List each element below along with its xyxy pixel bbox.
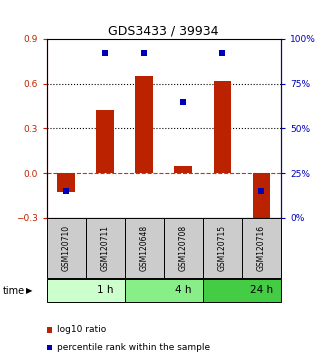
Bar	[125, 218, 164, 278]
Text: GSM120708: GSM120708	[179, 225, 188, 271]
Text: ▶: ▶	[26, 286, 33, 296]
Point	[102, 50, 108, 56]
Point	[64, 188, 69, 194]
Text: GSM120711: GSM120711	[100, 225, 110, 271]
Bar	[47, 279, 125, 302]
Bar	[253, 173, 270, 221]
Point	[181, 99, 186, 104]
Bar	[96, 110, 114, 173]
Point	[220, 50, 225, 56]
Text: GSM120710: GSM120710	[62, 225, 71, 271]
Bar	[213, 81, 231, 173]
Bar	[174, 166, 192, 173]
Text: time: time	[3, 286, 25, 296]
Text: 24 h: 24 h	[250, 285, 273, 295]
Text: percentile rank within the sample: percentile rank within the sample	[57, 343, 210, 352]
Bar	[203, 279, 281, 302]
Bar	[242, 218, 281, 278]
Bar	[86, 218, 125, 278]
Bar	[57, 173, 75, 192]
Text: 4 h: 4 h	[175, 285, 192, 295]
Text: GSM120648: GSM120648	[140, 225, 149, 271]
Text: 1 h: 1 h	[97, 285, 113, 295]
Point	[142, 50, 147, 56]
Text: GSM120716: GSM120716	[257, 225, 266, 271]
Bar	[164, 218, 203, 278]
Text: log10 ratio: log10 ratio	[57, 325, 106, 335]
Bar	[47, 218, 86, 278]
Bar	[125, 279, 203, 302]
Point	[259, 188, 264, 194]
Title: GDS3433 / 39934: GDS3433 / 39934	[108, 25, 219, 38]
Bar	[203, 218, 242, 278]
Bar	[135, 76, 153, 173]
Text: GSM120715: GSM120715	[218, 225, 227, 271]
